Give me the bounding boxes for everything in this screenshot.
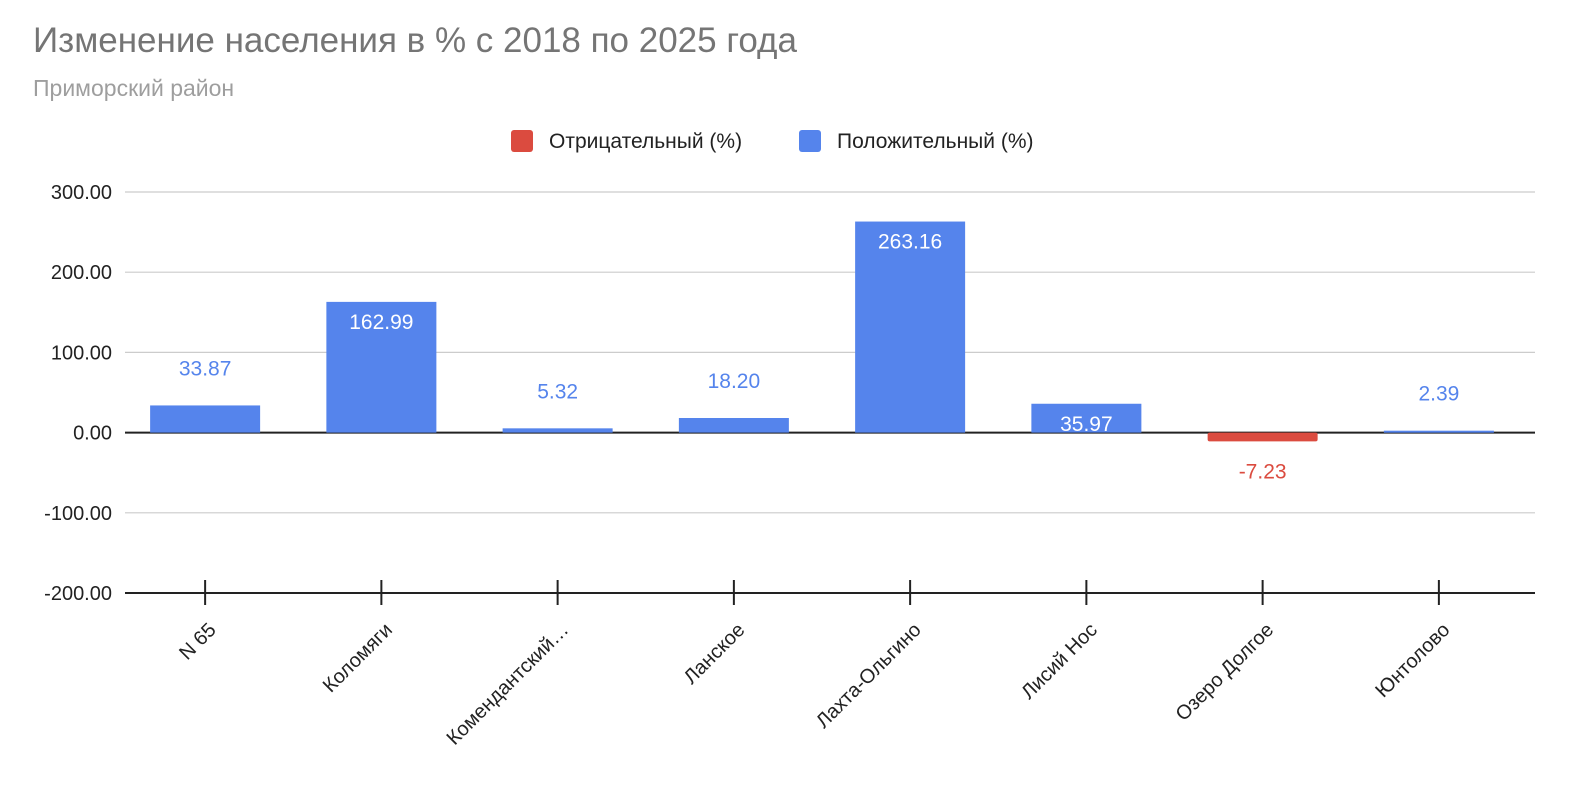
- chart-title: Изменение населения в % с 2018 по 2025 г…: [33, 21, 797, 60]
- x-tick-label: Озеро Долгое: [1172, 619, 1279, 726]
- x-tick-label: Лисий Нос: [1017, 619, 1102, 704]
- data-label: -7.23: [1239, 461, 1287, 484]
- bar: [1031, 403, 1142, 433]
- y-tick-label: 100.00: [51, 342, 112, 364]
- chart-subtitle: Приморский район: [33, 75, 234, 101]
- bar: [1383, 430, 1494, 433]
- legend-label-positive: Положительный (%): [837, 130, 1034, 153]
- y-tick-label: -100.00: [44, 503, 112, 525]
- bar: [1207, 432, 1318, 442]
- bar: [326, 301, 437, 433]
- data-label: 35.97: [1060, 413, 1113, 436]
- data-label: 18.20: [708, 370, 761, 393]
- legend: Отрицательный (%) Положительный (%): [511, 130, 1034, 153]
- y-tick-label: 200.00: [51, 262, 112, 284]
- data-label: 33.87: [179, 357, 232, 380]
- data-label: 263.16: [878, 231, 942, 254]
- x-tick-label: Ланское: [680, 619, 750, 689]
- x-tick-label: N 65: [175, 619, 220, 664]
- x-tick-label: Комендантский…: [443, 619, 574, 750]
- bar: [678, 418, 789, 433]
- legend-swatch-negative: [511, 130, 533, 152]
- data-label: 2.39: [1418, 383, 1459, 406]
- x-tick-label: Коломяги: [319, 619, 397, 697]
- data-label: 162.99: [349, 311, 413, 334]
- bar: [855, 221, 966, 433]
- y-tick-label: 300.00: [51, 182, 112, 204]
- legend-label-negative: Отрицательный (%): [549, 130, 742, 153]
- x-tick-label: Лахта-Ольгино: [812, 619, 926, 733]
- bar: [150, 405, 261, 433]
- x-tick-label: Юнтолово: [1371, 619, 1454, 702]
- data-label: 5.32: [537, 380, 578, 403]
- legend-swatch-positive: [799, 130, 821, 152]
- y-tick-label: 0.00: [73, 423, 112, 445]
- y-tick-label: -200.00: [44, 583, 112, 605]
- bar: [502, 428, 613, 433]
